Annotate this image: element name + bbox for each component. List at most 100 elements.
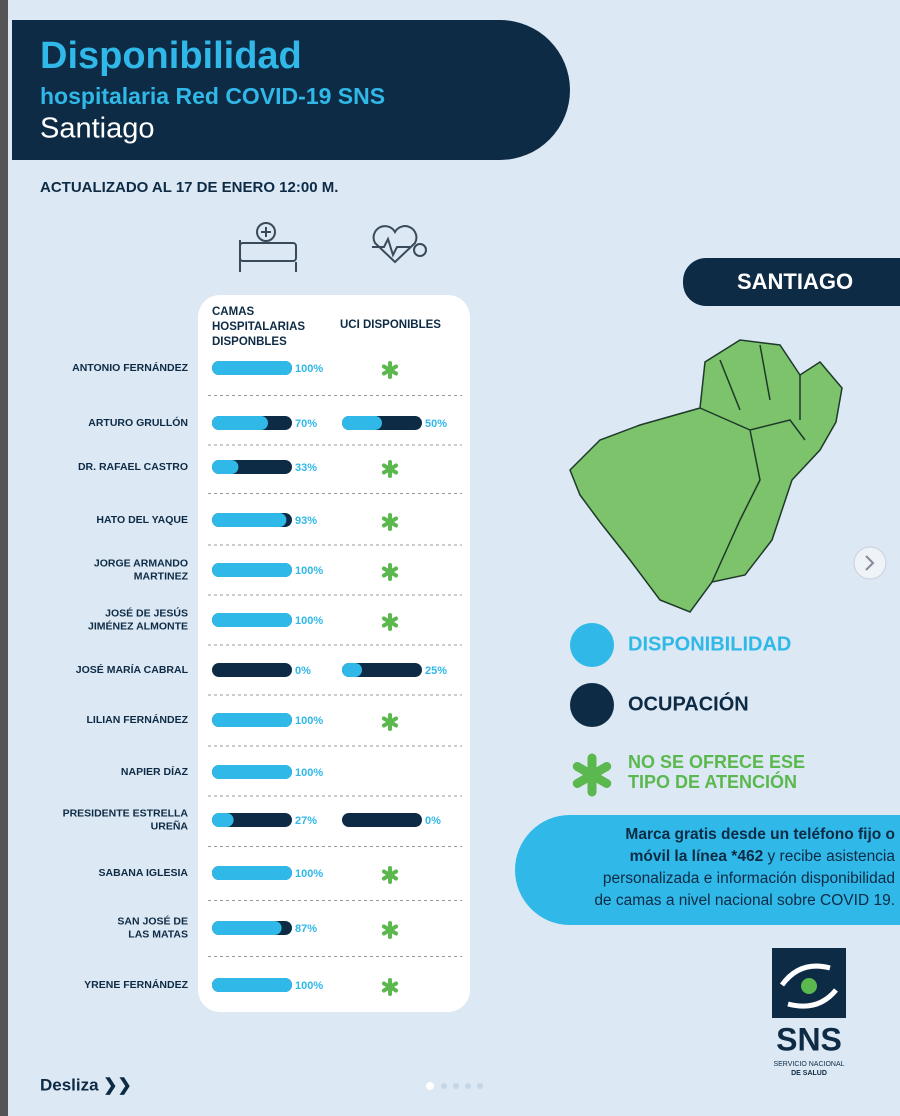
available-bar [212,978,292,992]
available-bar [212,460,239,474]
map-title: SANTIAGO [737,269,853,294]
value-label: 25% [425,665,447,677]
title: Disponibilidad [40,35,302,77]
available-bar [212,813,234,827]
value-label: 87% [295,923,317,935]
next-button[interactable] [853,546,887,580]
legend-available: DISPONIBILIDAD [628,633,791,655]
asterisk-stroke [381,716,399,728]
footer[interactable]: Desliza ❯❯ [40,1075,132,1095]
logo-name: SNS [776,1021,842,1057]
asterisk-stroke [381,566,399,578]
hospital-name: PRESIDENTE ESTRELLA [63,807,189,819]
value-label: 50% [425,418,447,430]
info-text: móvil la línea *462 [630,848,764,865]
asterisk-stroke [381,981,399,993]
info-box [515,815,900,925]
available-bar [212,361,292,375]
available-bar [212,866,292,880]
available-bar [212,563,292,577]
info-line: Marca gratis desde un teléfono fijo o [625,826,895,843]
value-label: 27% [295,815,317,827]
value-label: 0% [425,815,441,827]
next-arrow [865,555,875,571]
hospital-name: DR. RAFAEL CASTRO [78,461,188,473]
asterisk-stroke [381,364,399,376]
info-text: personalizada e información disponibilid… [603,870,895,887]
subtitle: hospitalaria Red COVID-19 SNS [40,83,385,109]
logo-hands [779,963,838,1009]
asterisk-stroke [381,924,399,936]
hospital-name: ANTONIO FERNÁNDEZ [72,361,188,374]
asterisk-stroke [572,762,612,788]
legend-not-offered: TIPO DE ATENCIÓN [628,771,797,792]
value-label: 100% [295,715,323,727]
available-bar [212,921,282,935]
available-bar [212,513,287,527]
value-label: 93% [295,515,317,527]
asterisk-stroke [381,463,399,475]
value-label: 100% [295,767,323,779]
page-dots [426,1082,483,1090]
table-card [198,295,470,1012]
legend-occupied-dot [570,683,614,727]
value-label: 0% [295,665,311,677]
available-bar [212,713,292,727]
legend-available-dot [570,623,614,667]
col-header: CAMAS [212,306,254,318]
region: Santiago [40,113,155,145]
occupied-bar [212,663,292,677]
hospital-name: LAS MATAS [128,928,188,940]
bed-icon [239,222,297,272]
col-header: HOSPITALARIAS [212,321,305,333]
info-text: y recibe asistencia [763,848,895,865]
available-bar [212,613,292,627]
occupied-bar [342,663,422,677]
info-line: personalizada e información disponibilid… [603,870,895,887]
col-header: DISPONBLES [212,336,287,348]
hospital-name: JOSÉ DE JESÚS [105,606,188,619]
value-label: 100% [295,868,323,880]
available-bar [212,416,268,430]
value-label: 100% [295,980,323,992]
map [569,339,843,613]
logo-dot [801,978,817,994]
info-text: de camas a nivel nacional sobre COVID 19… [594,892,895,909]
value-label: 100% [295,615,323,627]
col-header: UCI DISPONIBLES [340,319,441,331]
value-label: 100% [295,565,323,577]
hospital-name: UREÑA [151,819,189,832]
value-label: 33% [295,462,317,474]
hospital-name: ARTURO GRULLÓN [88,416,188,429]
hospital-name: JORGE ARMANDO [94,557,188,569]
hospital-name: JOSÉ MARÍA CABRAL [76,663,189,676]
logo-line: SERVICIO NACIONAL [773,1061,844,1068]
legend-occupied: OCUPACIÓN [628,691,749,715]
asterisk-stroke [381,516,399,528]
asterisk-stroke [381,616,399,628]
value-label: 70% [295,418,317,430]
heart-icon [372,225,427,264]
hospital-name: YRENE FERNÁNDEZ [84,978,188,991]
legend-not-offered-icon [572,753,612,797]
occupied-bar [342,813,422,827]
available-bar [342,663,362,677]
info-line: de camas a nivel nacional sobre COVID 19… [594,892,895,909]
updated: ACTUALIZADO AL 17 DE ENERO 12:00 M. [40,179,338,196]
hospital-name: LILIAN FERNÁNDEZ [87,713,189,726]
info-text: Marca gratis desde un teléfono fijo o [625,826,895,843]
map-title-pill [682,258,900,306]
header-banner [12,20,570,160]
info-line: móvil la línea *462 y recibe asistencia [630,848,896,865]
value-label: 100% [295,363,323,375]
available-bar [342,416,382,430]
legend-not-offered: NO SE OFRECE ESE [628,752,805,772]
left-edge [0,0,8,1116]
asterisk-stroke [381,869,399,881]
hospital-name: HATO DEL YAQUE [96,514,188,526]
hospital-name: JIMÉNEZ ALMONTE [88,619,188,632]
logo-line: DE SALUD [791,1070,827,1077]
available-bar [212,765,292,779]
hospital-name: SAN JOSÉ DE [117,914,188,927]
